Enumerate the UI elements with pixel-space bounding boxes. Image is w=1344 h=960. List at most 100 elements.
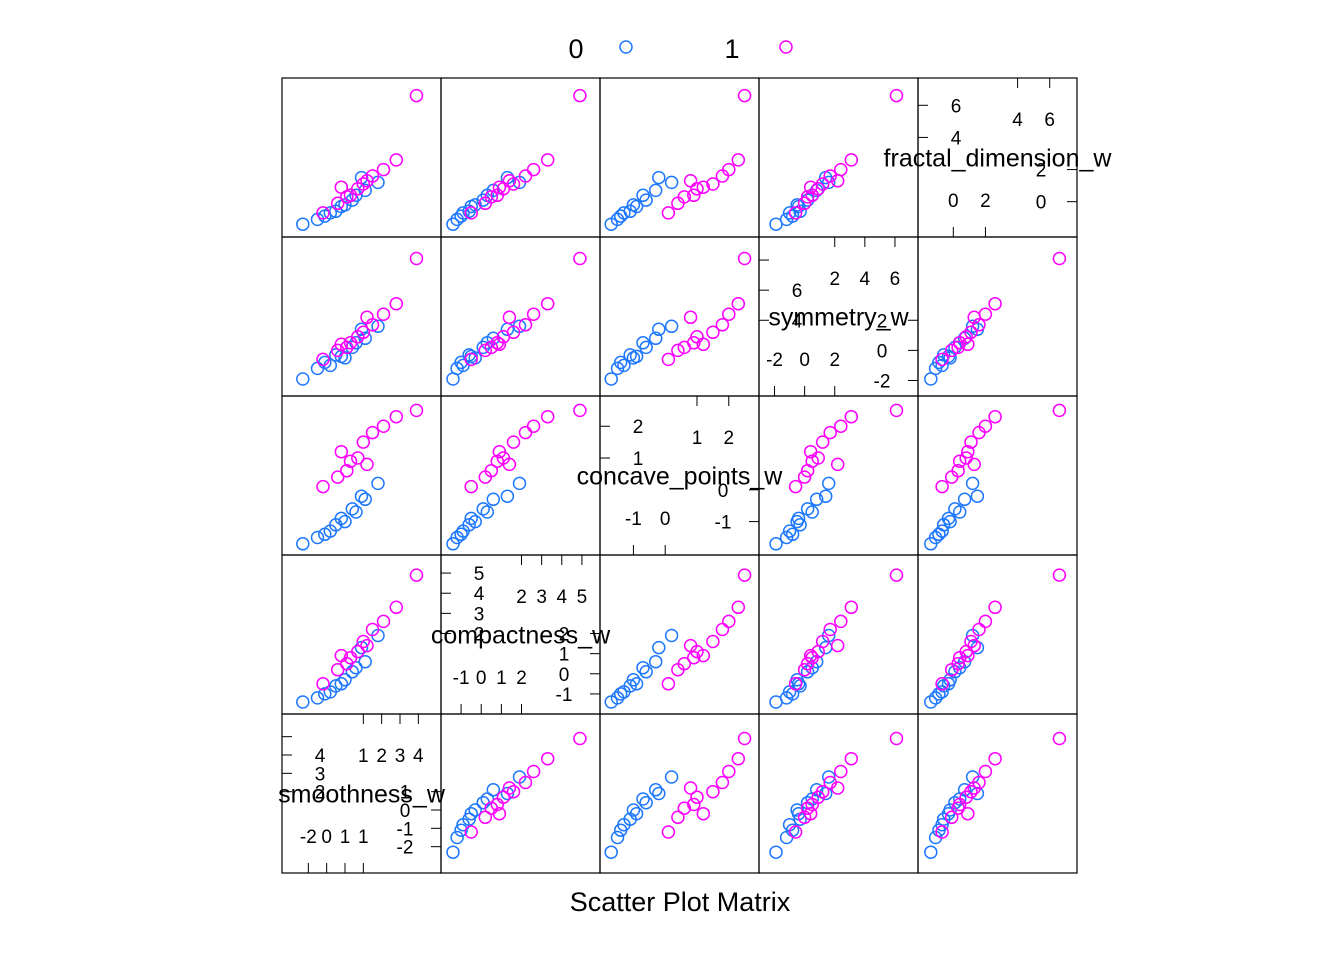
data-point-1 bbox=[889, 568, 904, 582]
data-point-0 bbox=[943, 514, 957, 529]
data-point-1 bbox=[484, 190, 499, 204]
data-point-0 bbox=[648, 654, 663, 669]
variable-label: smoothness_w bbox=[278, 781, 446, 809]
data-point-0 bbox=[821, 175, 836, 190]
data-point-0 bbox=[936, 518, 951, 532]
tick-label: 6 bbox=[890, 269, 901, 290]
data-point-0 bbox=[329, 204, 343, 219]
data-point-1 bbox=[351, 451, 365, 465]
panel-r5-c2 bbox=[440, 713, 601, 874]
data-point-1 bbox=[788, 206, 803, 220]
data-point-1 bbox=[803, 806, 818, 821]
data-point-1 bbox=[661, 677, 676, 691]
data-point-1 bbox=[830, 781, 845, 795]
data-point-1 bbox=[376, 614, 391, 629]
data-point-0 bbox=[476, 340, 490, 355]
data-point-0 bbox=[818, 489, 833, 503]
data-point-0 bbox=[450, 212, 464, 227]
data-point-0 bbox=[310, 361, 325, 376]
data-point-0 bbox=[785, 209, 800, 223]
data-point-1 bbox=[687, 188, 701, 203]
data-point-1 bbox=[823, 622, 837, 637]
panel-r2-c2 bbox=[440, 236, 601, 397]
data-point-1 bbox=[389, 153, 404, 167]
tick-label: 2 bbox=[516, 668, 527, 689]
data-point-0 bbox=[664, 175, 679, 190]
data-point-0 bbox=[454, 209, 468, 223]
data-point-1 bbox=[360, 310, 374, 325]
data-point-0 bbox=[613, 823, 628, 837]
data-point-0 bbox=[769, 845, 783, 859]
data-point-0 bbox=[617, 358, 631, 373]
tick-label: 2 bbox=[633, 417, 644, 438]
variable-label: symmetry_w bbox=[768, 304, 909, 332]
data-point-1 bbox=[573, 403, 587, 418]
data-point-1 bbox=[330, 662, 345, 677]
panel-frame bbox=[917, 713, 1078, 874]
data-point-1 bbox=[573, 88, 587, 103]
data-point-1 bbox=[722, 614, 736, 629]
data-point-0 bbox=[454, 823, 468, 837]
data-point-1 bbox=[334, 444, 349, 459]
data-point-0 bbox=[626, 198, 641, 212]
data-point-1 bbox=[815, 177, 830, 191]
data-point-0 bbox=[610, 830, 625, 845]
data-point-1 bbox=[696, 648, 711, 663]
data-point-1 bbox=[661, 352, 676, 367]
data-point-1 bbox=[706, 325, 720, 340]
data-point-1 bbox=[844, 153, 859, 167]
data-point-1 bbox=[961, 648, 975, 663]
data-point-1 bbox=[351, 644, 365, 659]
data-point-1 bbox=[844, 600, 859, 615]
data-point-0 bbox=[769, 217, 783, 231]
data-point-1 bbox=[964, 435, 978, 449]
data-point-1 bbox=[316, 677, 330, 691]
panel-frame bbox=[440, 236, 601, 397]
data-point-0 bbox=[782, 524, 797, 538]
data-point-1 bbox=[715, 169, 730, 183]
data-point-0 bbox=[318, 687, 332, 701]
data-point-0 bbox=[793, 518, 807, 532]
panel-frame bbox=[440, 713, 601, 874]
data-point-1 bbox=[360, 457, 374, 472]
data-point-0 bbox=[821, 476, 836, 491]
data-point-1 bbox=[677, 801, 692, 815]
panel-r2-c5 bbox=[917, 236, 1078, 397]
tick-label: 0 bbox=[400, 801, 411, 822]
data-point-0 bbox=[957, 492, 972, 507]
data-point-1 bbox=[492, 444, 507, 459]
data-point-1 bbox=[389, 600, 404, 615]
data-point-0 bbox=[446, 537, 460, 551]
variable-label: concave_points_w bbox=[577, 463, 784, 491]
tick-label: 1 bbox=[400, 783, 411, 804]
data-point-0 bbox=[462, 204, 476, 219]
data-point-1 bbox=[844, 751, 859, 766]
tick-label: 3 bbox=[474, 604, 485, 625]
data-point-0 bbox=[652, 170, 666, 185]
tick-label: -1 bbox=[397, 819, 414, 840]
tick-label: 4 bbox=[315, 746, 326, 767]
data-point-1 bbox=[526, 419, 541, 433]
data-point-0 bbox=[604, 372, 618, 386]
data-point-1 bbox=[889, 731, 904, 746]
data-point-1 bbox=[464, 352, 478, 367]
data-point-1 bbox=[573, 251, 587, 266]
panel-frame bbox=[281, 554, 442, 715]
data-point-0 bbox=[329, 518, 343, 532]
data-point-1 bbox=[715, 775, 730, 790]
data-point-1 bbox=[797, 196, 812, 211]
data-point-1 bbox=[1052, 251, 1067, 266]
data-point-0 bbox=[928, 691, 943, 705]
data-point-1 bbox=[365, 425, 380, 440]
data-point-1 bbox=[788, 479, 803, 494]
data-point-1 bbox=[683, 174, 698, 188]
data-point-1 bbox=[706, 177, 720, 191]
data-point-0 bbox=[446, 372, 460, 386]
data-point-1 bbox=[731, 751, 746, 766]
data-point-1 bbox=[334, 337, 349, 352]
tick-label: 1 bbox=[559, 645, 570, 666]
tick-label: 4 bbox=[860, 269, 871, 290]
data-point-1 bbox=[351, 330, 365, 344]
tick-label: 4 bbox=[474, 584, 485, 605]
panel-r4-c3 bbox=[599, 554, 760, 715]
